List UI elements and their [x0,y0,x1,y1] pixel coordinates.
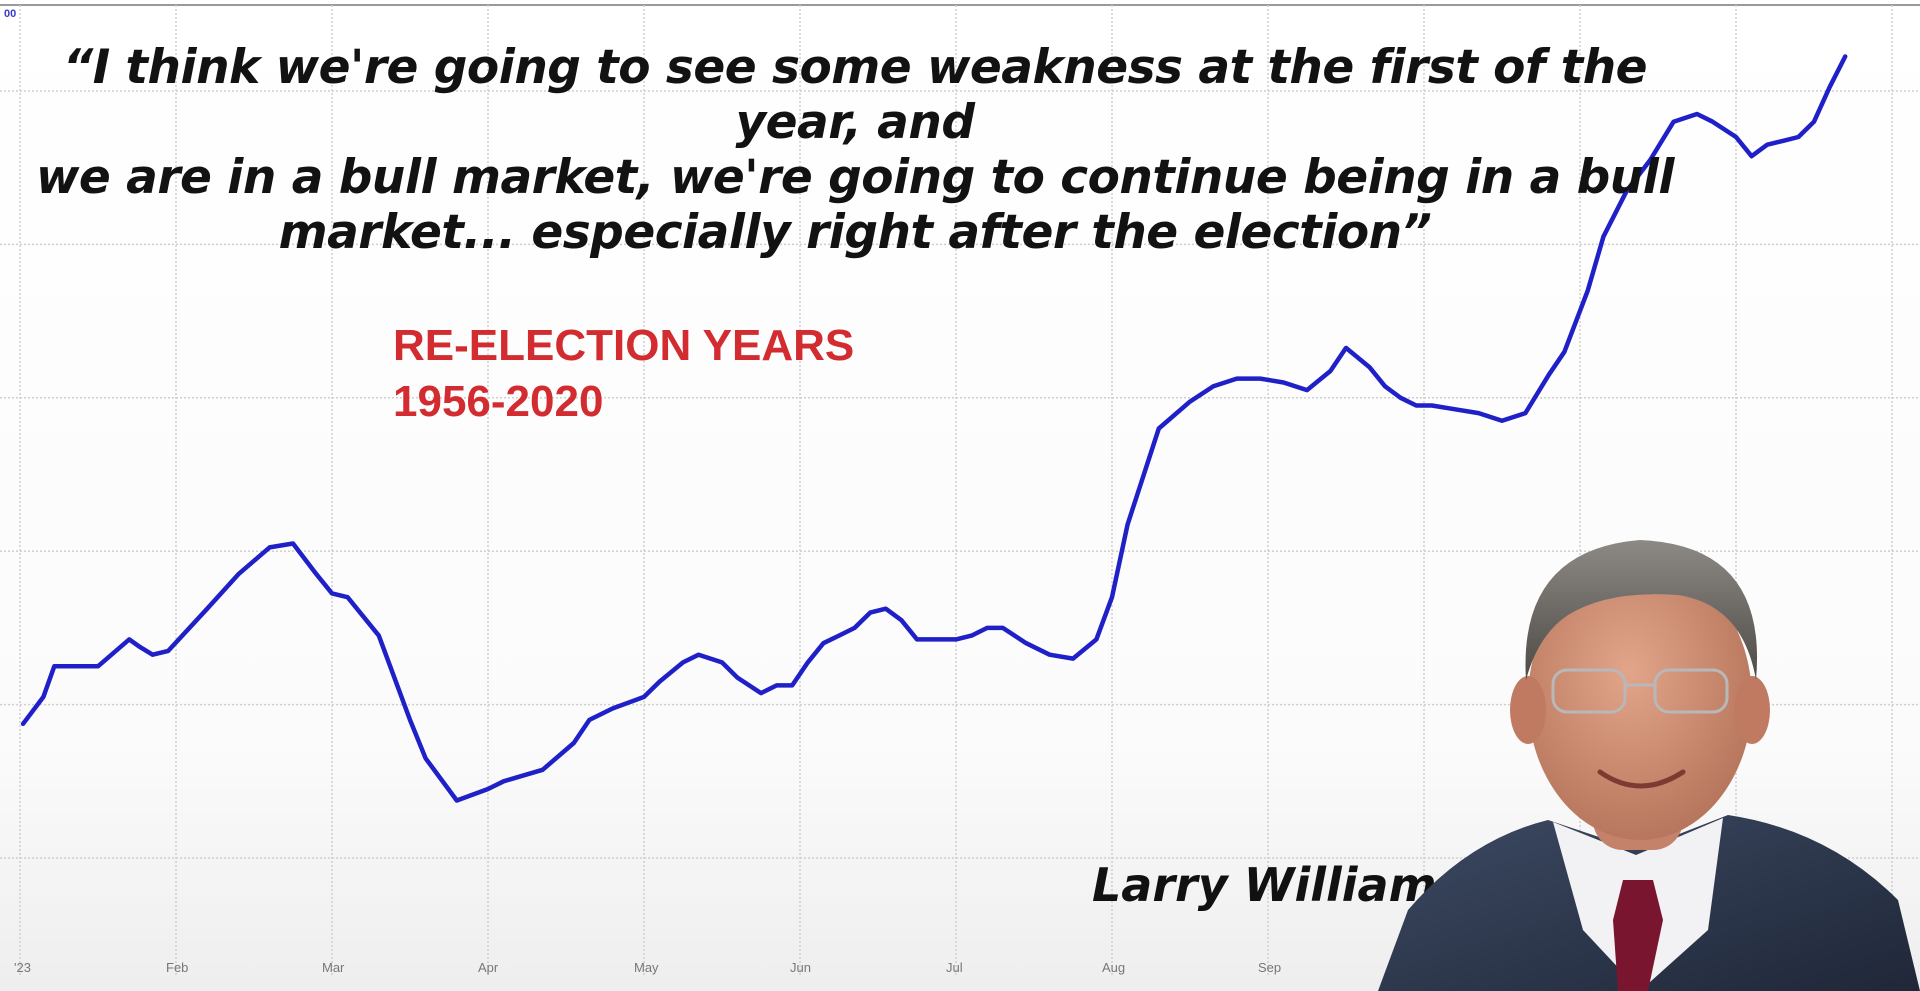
x-tick-label: May [634,960,659,975]
speaker-name: Larry Williams [1092,858,1464,912]
x-tick-label: Aug [1102,960,1125,975]
ear-right [1734,676,1770,744]
x-tick-label: Jun [790,960,811,975]
chart-annotation: RE-ELECTION YEARS 1956-2020 [393,318,854,430]
x-tick-label: Mar [322,960,345,975]
smile-shape [1597,769,1686,789]
series-line [20,54,1848,803]
annotation-line: RE-ELECTION YEARS [393,321,855,370]
x-tick-label: '23 [14,960,31,975]
x-tick-label: Feb [166,960,188,975]
glasses-icon [1551,668,1729,714]
quote-line: we are in a bull market, we're going to … [35,150,1675,205]
quote-line: market... especially right after the ele… [278,205,1432,260]
x-tick-label: Sep [1258,960,1281,975]
x-tick-label: Apr [478,960,499,975]
x-axis-ticks: '23 Feb Mar Apr May Jun Jul Aug Sep [14,960,1281,975]
speaker-portrait [1378,540,1920,991]
annotation-line: 1956-2020 [393,377,604,426]
corner-tick-label: 00 [4,8,16,20]
face-shape [1528,560,1752,840]
x-tick-label: Jul [946,960,963,975]
quote-text: “I think we're going to see some weaknes… [10,40,1700,260]
hair-shape [1525,540,1758,680]
ear-left [1510,676,1546,744]
necktie [1613,880,1663,991]
quote-line: “I think we're going to see some weaknes… [62,40,1648,150]
